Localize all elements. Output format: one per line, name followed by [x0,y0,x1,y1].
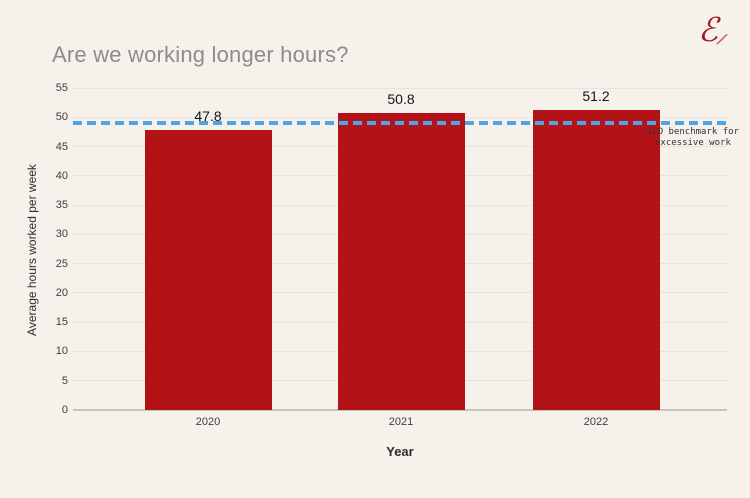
bar-2022 [532,110,660,410]
bar-value-label: 50.8 [387,90,415,107]
y-tick-label: 50 [55,111,68,124]
bar-2020 [144,130,272,410]
benchmark-annotation-line1: ILO benchmark for [646,127,739,137]
y-tick-label: 35 [55,199,68,212]
benchmark-annotation: ILO benchmark for excessive work [647,127,739,149]
logo-slashes-icon: ⁄⁄ [718,33,724,48]
y-tick-label: 5 [61,374,68,387]
y-tick-label: 45 [55,140,68,153]
brand-logo: ℰ ⁄⁄ [694,10,738,58]
y-tick-label: 10 [55,345,68,358]
y-axis-title: Average hours worked per week [25,164,39,336]
y-tick-label: 15 [55,316,68,329]
bar-value-label: 47.8 [194,108,222,125]
x-axis-line [73,409,727,411]
script-e-logo-icon: ℰ [698,10,718,49]
y-tick-label: 30 [55,228,68,241]
chart-title: Are we working longer hours? [52,42,349,67]
x-tick-label: 2022 [583,416,609,428]
y-gridline [73,87,727,89]
x-tick-label: 2020 [195,416,221,428]
y-tick-label: 20 [55,286,68,299]
plot-area: 0 5 10 15 20 25 30 35 40 45 50 55 47.8 2020 50.8 2021 51… [56,82,727,428]
bar-value-label: 51.2 [582,88,610,105]
benchmark-annotation-line2: excessive work [655,138,731,148]
bar-2021 [337,112,465,410]
y-tick-label: 25 [55,257,68,270]
y-tick-label: 0 [61,404,68,416]
x-tick-label: 2021 [388,416,414,428]
y-tick-label: 40 [55,169,68,182]
benchmark-line [73,121,727,126]
x-axis-title: Year [386,444,414,459]
y-tick-label: 55 [55,82,68,94]
